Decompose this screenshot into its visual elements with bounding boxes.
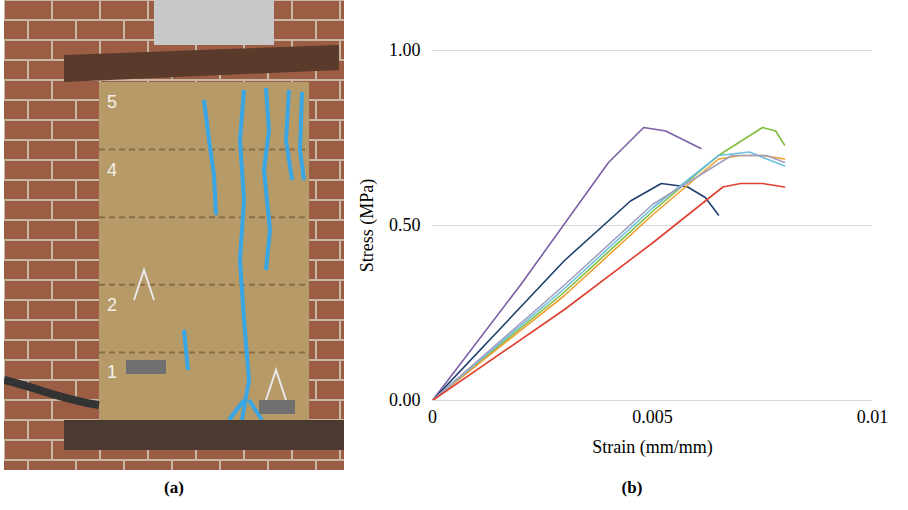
- svg-text:1.00: 1.00: [389, 40, 421, 60]
- svg-text:0.00: 0.00: [389, 390, 421, 410]
- svg-text:1: 1: [107, 362, 117, 382]
- svg-text:0: 0: [428, 407, 437, 427]
- html-text:(b): (b): [621, 478, 643, 497]
- svg-text:0.005: 0.005: [632, 407, 673, 427]
- svg-text:4: 4: [107, 160, 117, 180]
- svg-text:5: 5: [107, 92, 117, 112]
- svg-text:Strain (mm/mm): Strain (mm/mm): [592, 437, 713, 458]
- svg-text:Stress (MPa): Stress (MPa): [357, 179, 378, 273]
- svg-text:0.01: 0.01: [857, 407, 889, 427]
- html-text:(a): (a): [164, 478, 184, 497]
- svg-text:2: 2: [107, 295, 117, 315]
- svg-text:0.50: 0.50: [389, 215, 421, 235]
